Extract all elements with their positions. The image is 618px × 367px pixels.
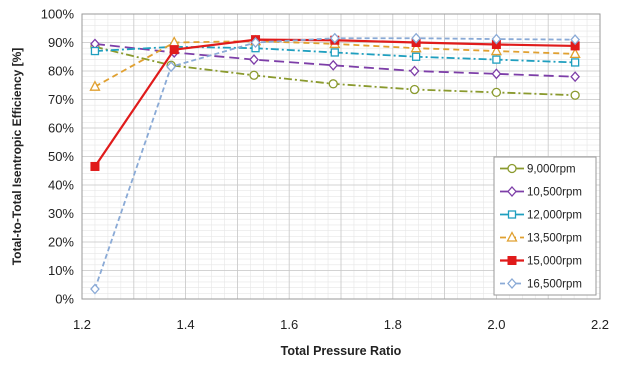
legend-item: 16,500rpm (500, 278, 582, 291)
series-line (94, 38, 576, 168)
legend-item: 15,000rpm (500, 256, 582, 268)
legend-item: 10,500rpm (500, 186, 582, 199)
data-point (570, 34, 581, 46)
series-3 (90, 42, 580, 67)
x-tick-label: 1.4 (177, 317, 195, 332)
legend-marker (507, 186, 517, 197)
data-point (169, 45, 179, 55)
legend-marker (507, 210, 517, 219)
data-point (166, 61, 176, 73)
data-point (491, 33, 502, 45)
x-tick-label: 1.2 (73, 317, 91, 332)
data-point (330, 48, 339, 57)
x-tick-label: 2.2 (591, 317, 609, 332)
data-point (410, 41, 422, 53)
data-point (492, 55, 501, 64)
series-6 (90, 32, 581, 295)
legend-marker (506, 231, 518, 242)
data-point (409, 84, 420, 95)
y-tick-label: 50% (48, 149, 74, 164)
data-point (411, 32, 421, 44)
series-layer (89, 32, 581, 295)
plot-border (81, 13, 601, 300)
legend-box (493, 156, 597, 296)
legend: 9,000rpm 10,500rpm 12,000rpm 13,500rpm 15,00… (493, 156, 597, 296)
x-tick-label: 2.0 (487, 317, 505, 332)
data-point (249, 54, 259, 66)
data-point (89, 80, 101, 91)
x-tick-label: 1.8 (384, 317, 402, 332)
data-point (411, 52, 421, 61)
x-axis-label: Total Pressure Ratio (281, 344, 402, 358)
x-tick-labels: 1.2 1.4 1.6 1.8 2.0 2.2 (73, 317, 609, 332)
data-point (249, 70, 259, 80)
legend-marker (507, 278, 517, 289)
x-tick-label: 1.6 (280, 317, 298, 332)
data-point (90, 283, 100, 295)
data-point (328, 59, 339, 71)
y-tick-label: 20% (48, 235, 74, 250)
y-tick-labels: 0% 10% 20% 30% 40% 50% 60% 70% 80% 90% 100% (41, 7, 75, 307)
legend-label: 13,500rpm (527, 233, 582, 245)
legend-label: 12,000rpm (527, 210, 582, 222)
y-tick-label: 0% (55, 292, 74, 307)
legend-label: 15,000rpm (527, 256, 582, 268)
y-tick-label: 40% (48, 178, 74, 193)
legend-marker (507, 256, 517, 265)
y-tick-label: 90% (48, 35, 74, 50)
y-axis-label: Total-to-Total Isentropic Efficiency [%] (10, 48, 24, 266)
legend-item: 9,000rpm (500, 164, 576, 176)
data-point (90, 46, 100, 56)
data-point (329, 32, 340, 44)
legend-item: 12,000rpm (500, 210, 582, 222)
legend-item: 13,500rpm (500, 231, 582, 245)
legend-marker (507, 163, 517, 174)
data-point (328, 79, 338, 89)
legend-label: 9,000rpm (527, 164, 576, 176)
data-point (409, 65, 420, 77)
data-point (570, 71, 581, 83)
data-point (570, 58, 580, 67)
y-tick-label: 10% (48, 263, 74, 278)
y-tick-label: 30% (48, 206, 74, 221)
data-point (250, 37, 261, 48)
data-point (491, 87, 502, 98)
legend-label: 10,500rpm (527, 187, 582, 199)
data-point (491, 68, 502, 80)
y-tick-label: 70% (48, 92, 74, 107)
data-point (570, 90, 580, 100)
data-point (569, 47, 581, 59)
y-tick-label: 80% (48, 64, 74, 79)
data-point (490, 44, 502, 56)
y-tick-label: 60% (48, 121, 74, 136)
data-point (90, 161, 100, 171)
legend-label: 16,500rpm (527, 279, 582, 291)
y-tick-label: 100% (41, 7, 75, 22)
